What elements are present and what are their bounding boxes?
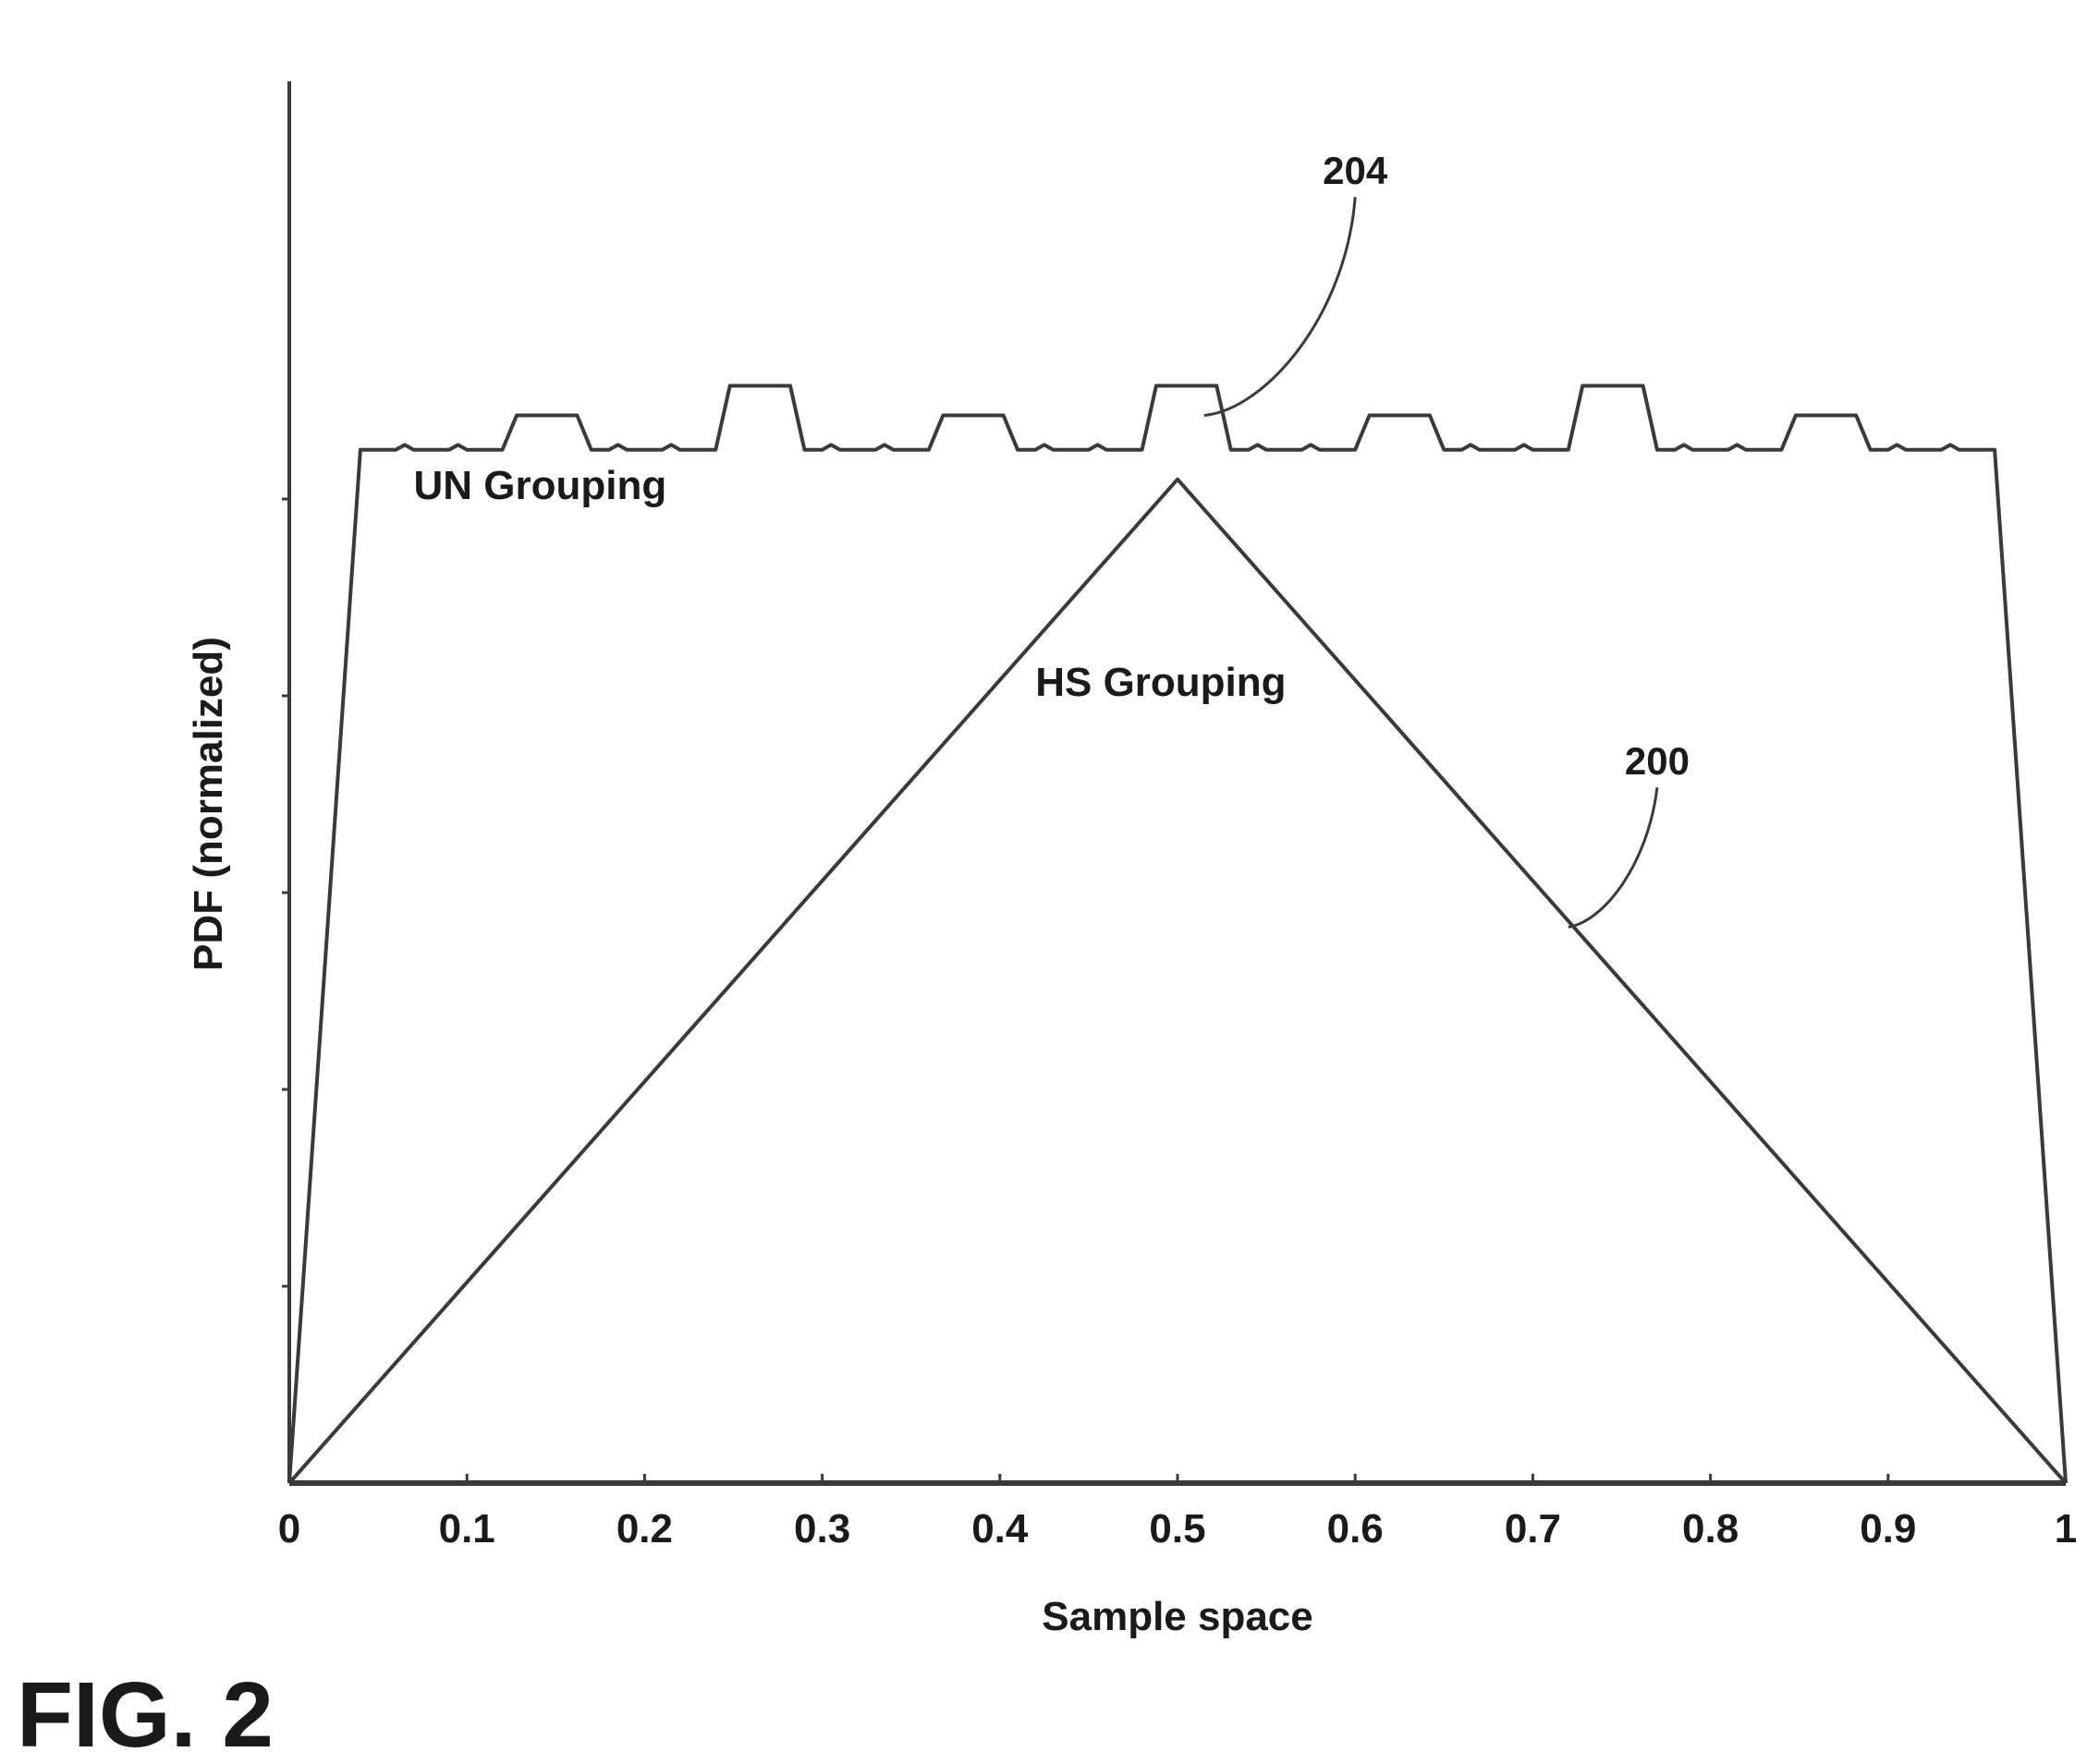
x-ticks: 0 0.1 0.2 0.3 0.4 0.5 0.6 0.7 0.8 0.9 1 (278, 1474, 2077, 1551)
series-label-hs-grouping: HS Grouping (1035, 660, 1286, 705)
leader-line-200 (1568, 787, 1659, 929)
series-label-un-grouping: UN Grouping (414, 463, 667, 508)
y-ticks (282, 497, 289, 1288)
reference-numeral-200: 200 (1625, 739, 1690, 783)
x-tick-label-9: 0.9 (1860, 1506, 1916, 1551)
x-tick-label-8: 0.8 (1682, 1506, 1739, 1551)
series-line-un-grouping (287, 383, 2068, 1484)
series-line-hs-grouping (287, 477, 2068, 1485)
x-tick-label-2: 0.2 (616, 1506, 673, 1551)
x-tick-label-4: 0.4 (971, 1506, 1029, 1551)
x-axis-title: Sample space (1042, 1594, 1313, 1639)
leader-line-204 (1203, 197, 1357, 417)
x-tick-label-6: 0.6 (1327, 1506, 1384, 1551)
x-tick-label-3: 0.3 (794, 1506, 850, 1551)
series-group: UN Grouping HS Grouping (287, 383, 2068, 1485)
x-tick-label-1: 0.1 (439, 1506, 495, 1551)
x-tick-label-10: 1 (2055, 1506, 2077, 1551)
x-tick-label-5: 0.5 (1149, 1506, 1205, 1551)
annotations: 204 200 (1203, 149, 1690, 929)
x-tick-label-7: 0.7 (1505, 1506, 1561, 1551)
figure-caption: FIG. 2 (17, 1663, 274, 1764)
axes (287, 81, 2066, 1486)
x-tick-label-0: 0 (278, 1506, 300, 1551)
reference-numeral-204: 204 (1323, 149, 1388, 192)
y-axis-title: PDF (normalized) (186, 637, 231, 971)
